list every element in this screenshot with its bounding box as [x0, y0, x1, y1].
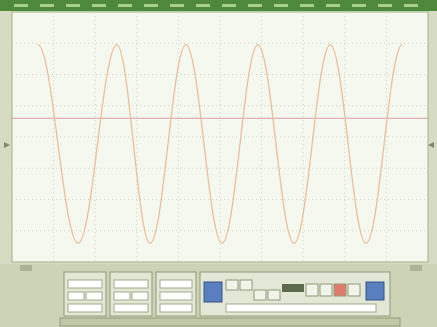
- tool-button[interactable]: [254, 290, 266, 300]
- tool-button[interactable]: [348, 284, 360, 296]
- status-bar: [60, 318, 400, 326]
- channel-b-offset[interactable]: [132, 292, 148, 300]
- tool-button[interactable]: [334, 284, 346, 296]
- tool-button[interactable]: [240, 280, 252, 290]
- scroll-right[interactable]: [410, 265, 422, 271]
- channel-b-group: [110, 272, 152, 316]
- channel-a-probe[interactable]: [68, 304, 102, 312]
- channel-a-coupling[interactable]: [68, 292, 84, 300]
- status-field: [226, 304, 376, 312]
- channel-b-coupling[interactable]: [114, 292, 130, 300]
- scroll-left[interactable]: [20, 265, 32, 271]
- acquisition-group: [200, 272, 390, 316]
- tool-button[interactable]: [306, 284, 318, 296]
- trigger-source[interactable]: [160, 292, 192, 300]
- play-button[interactable]: [366, 282, 384, 300]
- channel-a-offset[interactable]: [86, 292, 102, 300]
- channel-b-range[interactable]: [114, 280, 148, 288]
- trigger-group: [156, 272, 196, 316]
- timebase-display: [282, 284, 304, 292]
- scope-screen: [0, 0, 437, 327]
- trigger-mode[interactable]: [160, 280, 192, 288]
- channel-a-range[interactable]: [68, 280, 102, 288]
- tool-button[interactable]: [226, 280, 238, 290]
- channel-b-probe[interactable]: [114, 304, 148, 312]
- tool-button[interactable]: [268, 290, 280, 300]
- tool-button[interactable]: [320, 284, 332, 296]
- run-button[interactable]: [204, 282, 222, 302]
- trigger-level[interactable]: [160, 304, 192, 312]
- oscilloscope-window: [0, 0, 437, 327]
- top-bar: [0, 0, 437, 11]
- channel-a-group: [64, 272, 106, 316]
